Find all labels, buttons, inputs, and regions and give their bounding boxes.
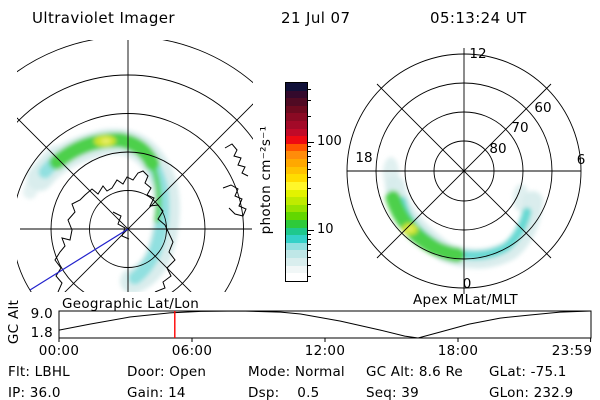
colorbar-step: [286, 250, 307, 259]
colorbar-tick: [307, 155, 311, 157]
colorbar-tick: [307, 265, 311, 266]
colorbar-steps: [286, 83, 307, 281]
gc-alt-ytick-bottom: 1.8: [30, 325, 53, 341]
gc-alt-plot-box: [58, 310, 592, 339]
colorbar-step: [286, 189, 307, 198]
geo-map-panel: [17, 40, 253, 292]
colorbar-step: [286, 235, 307, 243]
gc-alt-xtick-1: 06:00: [171, 343, 213, 359]
status-seq: Seq: 39: [366, 385, 419, 400]
colorbar-step: [286, 90, 307, 99]
gc-alt-curve: [58, 310, 592, 339]
colorbar-tick: [307, 115, 311, 117]
colorbar-step: [286, 143, 307, 152]
status-ip: IP: 36.0: [8, 385, 61, 400]
colorbar-step: [286, 151, 307, 160]
apex-mlat-label-80: 80: [489, 141, 506, 157]
time-axis-ticks: [58, 338, 592, 342]
header-date: 21 Jul 07: [281, 9, 351, 27]
gc-alt-xtick-3: 18:00: [437, 343, 479, 359]
apex-grid: [346, 48, 582, 294]
gc-alt-xtick-2: 12:00: [304, 343, 346, 359]
colorbar-tick: [307, 100, 311, 101]
status-gc-alt: GC Alt: 8.6 Re: [366, 364, 463, 380]
colorbar-tick-label: 100: [317, 134, 342, 149]
apex-plot-panel: 12 18 6 0 60 70 80: [346, 46, 586, 294]
colorbar-tick: [307, 234, 311, 235]
colorbar-step: [286, 242, 307, 251]
colorbar-step: [286, 197, 307, 205]
apex-mlt-label-6: 6: [577, 152, 586, 168]
colorbar-ticks: 100 10: [307, 82, 352, 280]
geo-panel-label: Geographic Lat/Lon: [62, 296, 200, 312]
colorbar-tick: [307, 203, 311, 205]
colorbar-step: [286, 136, 307, 144]
apex-mlat-label-60: 60: [534, 100, 551, 116]
colorbar-tick: [307, 161, 311, 163]
colorbar-step: [286, 212, 307, 220]
gc-alt-ytick-top: 9.0: [30, 306, 53, 322]
colorbar-tick: [307, 150, 311, 152]
apex-panel-label: Apex MLat/MLT: [413, 292, 518, 308]
apex-mlt-label-12: 12: [469, 46, 486, 62]
status-glat: GLat: -75.1: [489, 364, 567, 380]
apex-mlat-label-70: 70: [511, 120, 528, 136]
colorbar-step: [286, 98, 307, 106]
colorbar-tick: [307, 238, 311, 240]
colorbar-step: [286, 105, 307, 114]
gc-alt-chart: [58, 310, 592, 342]
colorbar: [285, 82, 308, 282]
colorbar-step: [286, 204, 307, 213]
colorbar-tick: [307, 276, 311, 277]
colorbar-tick: [307, 146, 311, 147]
colorbar-unit-label: photon cm⁻²s⁻¹: [258, 125, 274, 235]
apex-mlt-label-0: 0: [463, 276, 472, 292]
colorbar-tick: [307, 177, 311, 178]
status-mode: Mode: Normal: [248, 364, 345, 380]
colorbar-tick: [307, 89, 311, 90]
geo-aurora: [23, 128, 180, 292]
header-time: 05:13:24 UT: [430, 9, 527, 27]
colorbar-tick: [307, 230, 314, 231]
status-gain: Gain: 14: [127, 385, 186, 400]
colorbar-tick: [307, 168, 311, 170]
gc-alt-xtick-0: 00:00: [38, 343, 80, 359]
colorbar-step: [286, 258, 307, 266]
colorbar-step: [286, 121, 307, 129]
geo-coastline: [54, 143, 249, 292]
colorbar-step: [286, 166, 307, 175]
geo-orbit-track-line: [29, 228, 129, 291]
colorbar-tick: [307, 142, 314, 143]
apex-mlt-label-18: 18: [355, 150, 372, 166]
colorbar-step: [286, 174, 307, 182]
status-dsp: Dsp: 0.5: [248, 385, 320, 400]
colorbar-step: [286, 128, 307, 137]
colorbar-step: [286, 227, 307, 236]
colorbar-tick: [307, 188, 311, 189]
colorbar-step: [286, 265, 307, 274]
status-glon: GLon: 232.9: [489, 385, 574, 400]
colorbar-tick: [307, 256, 311, 258]
status-filter: Flt: LBHL: [8, 364, 70, 380]
colorbar-step: [286, 83, 307, 91]
colorbar-step: [286, 113, 307, 122]
colorbar-tick: [307, 243, 311, 245]
colorbar-step: [286, 273, 307, 281]
colorbar-tick-label: 10: [317, 222, 334, 237]
app-title: Ultraviolet Imager: [32, 9, 175, 27]
colorbar-step: [286, 181, 307, 190]
colorbar-tick: [307, 249, 311, 251]
status-door: Door: Open: [127, 364, 207, 380]
colorbar-step: [286, 159, 307, 167]
colorbar-step: [286, 219, 307, 228]
gc-alt-xtick-4: 23:59: [551, 343, 593, 359]
